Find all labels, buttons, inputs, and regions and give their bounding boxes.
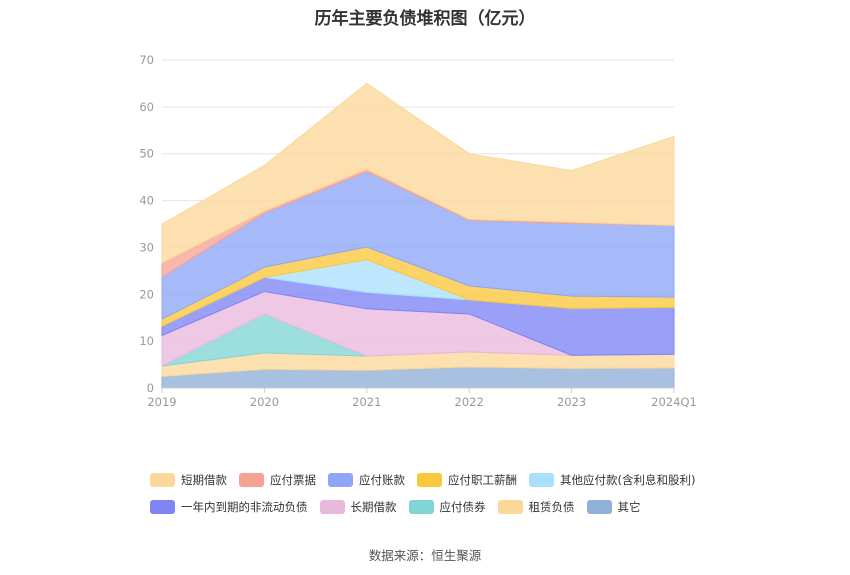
legend-label: 应付职工薪酬 [448, 473, 517, 487]
y-tick-label: 20 [139, 287, 154, 301]
legend-label: 其它 [617, 500, 641, 514]
axes: 0 10 20 30 40 50 60 70 2019 2020 2021 2022 2023 2024Q… [139, 53, 696, 409]
y-tick-label: 60 [139, 100, 154, 114]
legend-item[interactable]: 其它 [586, 497, 641, 517]
legend-label: 其他应付款(含利息和股利) [560, 473, 696, 487]
legend-swatch [586, 500, 612, 514]
legend-item[interactable]: 长期借款 [319, 497, 397, 517]
legend-swatch [529, 473, 554, 487]
area-series [161, 82, 675, 389]
x-tick-label: 2023 [557, 395, 586, 409]
x-tick-label: 2024Q1 [651, 395, 697, 409]
legend-swatch [239, 473, 264, 487]
x-tick-label: 2022 [455, 395, 484, 409]
legend-item[interactable]: 租赁负债 [497, 497, 575, 517]
y-tick-label: 0 [147, 381, 154, 395]
legend-item[interactable]: 一年内到期的非流动负债 [150, 497, 308, 517]
source-note: 数据来源：恒生聚源 [368, 548, 482, 563]
legend-swatch [328, 473, 353, 487]
legend-item[interactable]: 应付债券 [408, 497, 486, 517]
legend-swatch [319, 500, 345, 514]
legend-swatch [408, 500, 434, 514]
legend-swatch [150, 473, 175, 487]
legend-label: 应付债券 [439, 500, 486, 514]
y-tick-label: 70 [139, 53, 154, 67]
y-tick-label: 40 [139, 194, 154, 208]
legend-swatch [497, 500, 523, 514]
chart-title: 历年主要负债堆积图（亿元） [314, 9, 536, 29]
legend-label: 一年内到期的非流动负债 [181, 500, 308, 514]
legend-label: 长期借款 [350, 500, 397, 514]
legend-item[interactable]: 应付账款 [328, 470, 405, 490]
x-tick-label: 2019 [147, 395, 176, 409]
x-tick-label: 2020 [250, 395, 279, 409]
legend-label: 短期借款 [181, 473, 227, 487]
legend-label: 租赁负债 [528, 500, 575, 514]
area-series-短期借款 [161, 82, 675, 264]
y-tick-label: 10 [139, 334, 154, 348]
legend-swatch [417, 473, 442, 487]
legend-swatch [150, 500, 175, 514]
legend-item[interactable]: 应付职工薪酬 [417, 470, 517, 490]
legend-label: 应付账款 [359, 473, 405, 487]
legend-label: 应付票据 [270, 473, 316, 487]
x-tick-label: 2021 [352, 395, 381, 409]
y-tick-label: 50 [139, 147, 154, 161]
legend-item[interactable]: 短期借款 [150, 470, 227, 490]
legend-item[interactable]: 其他应付款(含利息和股利) [529, 470, 695, 490]
y-tick-label: 30 [139, 240, 154, 254]
legend: 短期借款 应付票据 应付账款 应付职工薪酬 其他应付款(含利息和股利) 一年内到期的非流动… [150, 470, 710, 517]
legend-item[interactable]: 应付票据 [239, 470, 316, 490]
